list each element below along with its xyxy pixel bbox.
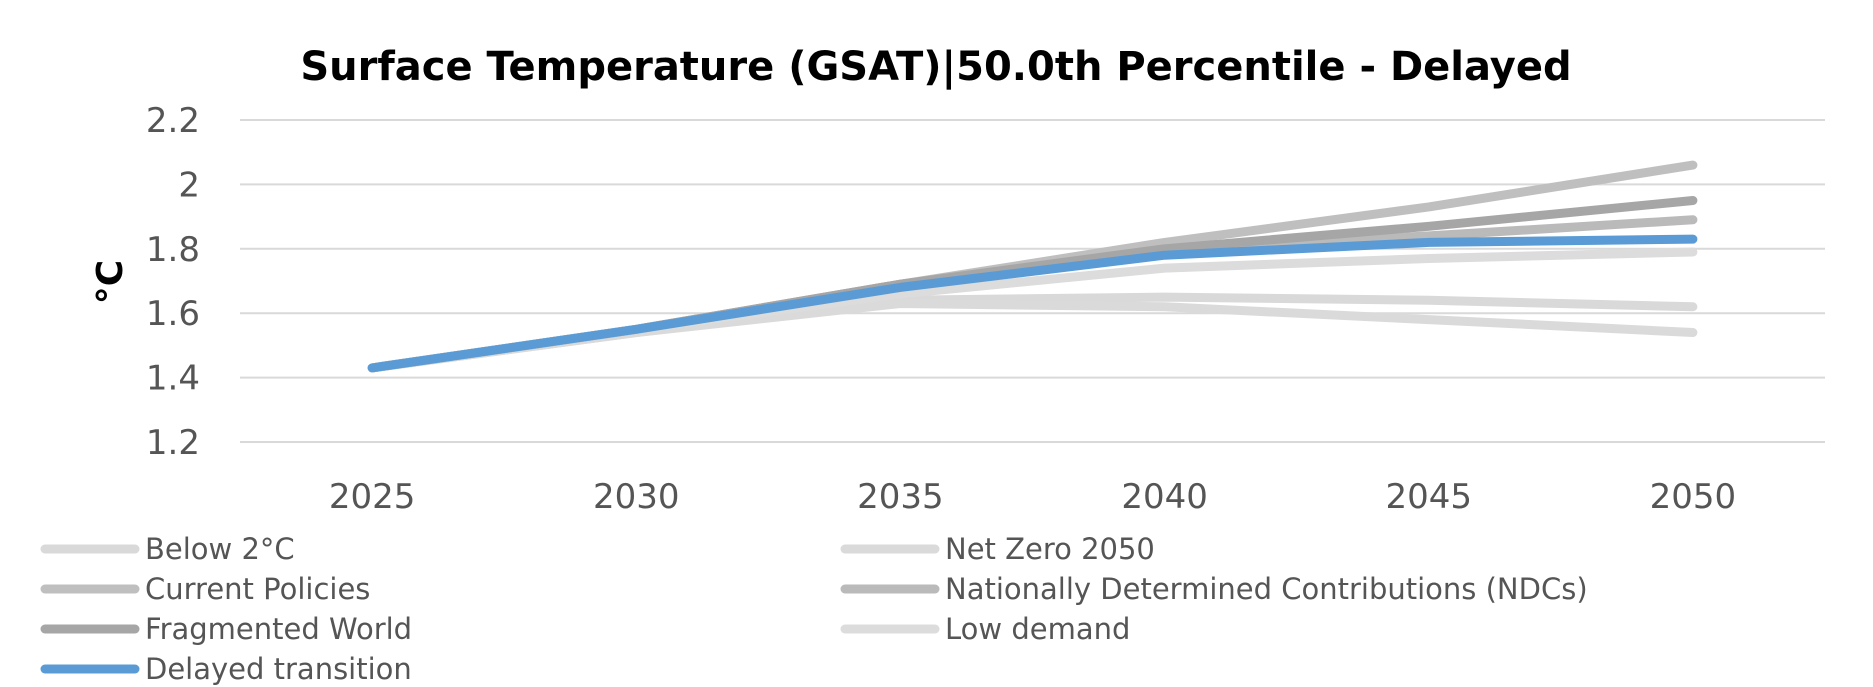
- series-line-delayed-transition: [367, 234, 1698, 373]
- y-tick-label: 1.6: [146, 294, 200, 334]
- legend-label: Nationally Determined Contributions (NDC…: [945, 572, 1588, 606]
- x-tick-label: 2030: [593, 477, 680, 517]
- y-tick-label: 2: [178, 165, 200, 205]
- legend-item-below-2-c: Below 2°C: [40, 532, 295, 566]
- legend-item-fragmented-world: Fragmented World: [40, 612, 412, 646]
- gridlines: [240, 119, 1825, 443]
- y-tick-label: 1.2: [146, 423, 200, 463]
- legend-item-current-policies: Current Policies: [40, 572, 370, 606]
- legend-label: Net Zero 2050: [945, 532, 1155, 566]
- legend-item-nationally-determined-contributions-ndcs: Nationally Determined Contributions (NDC…: [840, 572, 1588, 606]
- x-tick-label: 2025: [329, 477, 416, 517]
- legend-item-delayed-transition: Delayed transition: [40, 652, 412, 686]
- legend-label: Below 2°C: [145, 532, 295, 566]
- legend-item-low-demand: Low demand: [840, 612, 1130, 646]
- y-tick-label: 1.8: [146, 230, 200, 270]
- chart-title: Surface Temperature (GSAT)|50.0th Percen…: [300, 44, 1571, 91]
- legend-label: Fragmented World: [145, 612, 412, 646]
- x-tick-label: 2040: [1121, 477, 1208, 517]
- legend-label: Current Policies: [145, 572, 370, 606]
- x-tick-labels: 2025 2030 2035 2040 2045 2050: [329, 477, 1736, 517]
- x-tick-label: 2050: [1650, 477, 1737, 517]
- x-tick-label: 2045: [1385, 477, 1472, 517]
- legend-label: Delayed transition: [145, 652, 412, 686]
- legend: Below 2°C Net Zero 2050 Current Policies Na…: [40, 532, 1588, 686]
- legend-label: Low demand: [945, 612, 1130, 646]
- y-tick-label: 1.4: [146, 359, 200, 399]
- x-tick-label: 2035: [857, 477, 944, 517]
- y-axis-label: °C: [90, 260, 131, 304]
- y-tick-label: 2.2: [146, 101, 200, 141]
- series-lines: [367, 160, 1698, 373]
- y-tick-labels: 1.2 1.4 1.6 1.8 2 2.2: [146, 101, 200, 463]
- legend-item-net-zero-2050: Net Zero 2050: [840, 532, 1155, 566]
